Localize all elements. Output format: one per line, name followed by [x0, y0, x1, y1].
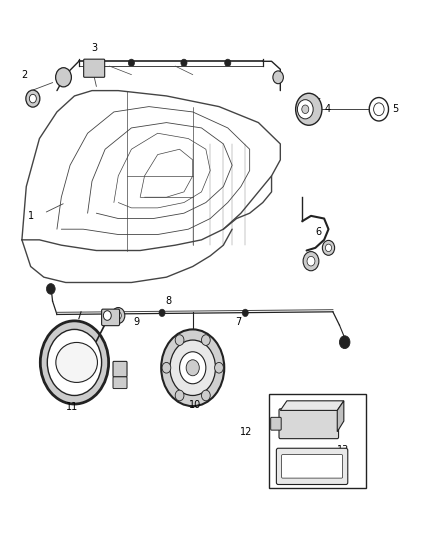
FancyBboxPatch shape [279, 409, 339, 439]
Circle shape [186, 360, 199, 376]
Circle shape [112, 308, 125, 324]
Text: 10: 10 [189, 400, 201, 410]
Circle shape [115, 312, 121, 319]
Bar [269, 394, 366, 488]
Circle shape [159, 309, 165, 317]
FancyBboxPatch shape [84, 59, 105, 77]
Circle shape [374, 103, 384, 116]
Circle shape [242, 309, 248, 317]
Polygon shape [280, 401, 344, 410]
Circle shape [181, 59, 187, 67]
Text: 12: 12 [240, 427, 252, 437]
FancyBboxPatch shape [113, 361, 127, 377]
Text: 1: 1 [28, 211, 34, 221]
Circle shape [87, 64, 94, 72]
Circle shape [296, 93, 322, 125]
Text: 2: 2 [21, 70, 27, 80]
Circle shape [307, 256, 315, 266]
Circle shape [225, 59, 231, 67]
Circle shape [201, 390, 210, 401]
Circle shape [128, 59, 134, 67]
Text: 6: 6 [315, 227, 321, 237]
Text: 11: 11 [66, 402, 78, 413]
Circle shape [297, 100, 313, 119]
Circle shape [303, 252, 319, 271]
Text: 9: 9 [134, 318, 140, 327]
Circle shape [103, 311, 111, 320]
FancyBboxPatch shape [113, 377, 127, 389]
Polygon shape [337, 401, 344, 432]
Text: 14: 14 [337, 470, 350, 479]
Circle shape [29, 94, 36, 103]
Circle shape [325, 244, 332, 252]
Circle shape [161, 329, 224, 406]
Circle shape [369, 98, 389, 121]
Text: 5: 5 [392, 104, 398, 114]
Circle shape [175, 390, 184, 401]
Circle shape [56, 68, 71, 87]
Text: 4: 4 [324, 104, 330, 114]
Circle shape [322, 240, 335, 255]
Circle shape [201, 335, 210, 345]
Text: 13: 13 [337, 446, 350, 455]
Text: 7: 7 [236, 318, 242, 327]
Circle shape [302, 105, 309, 114]
Circle shape [162, 362, 171, 373]
Text: 3: 3 [91, 43, 97, 53]
Circle shape [339, 336, 350, 349]
FancyBboxPatch shape [271, 417, 281, 430]
Circle shape [40, 321, 109, 404]
FancyBboxPatch shape [102, 309, 120, 326]
Circle shape [175, 335, 184, 345]
Circle shape [47, 329, 102, 395]
Circle shape [170, 340, 215, 395]
Circle shape [273, 71, 283, 84]
Circle shape [215, 362, 223, 373]
Circle shape [180, 352, 206, 384]
Circle shape [26, 90, 40, 107]
FancyBboxPatch shape [282, 455, 343, 478]
Ellipse shape [56, 342, 98, 383]
FancyBboxPatch shape [276, 448, 348, 484]
Text: 8: 8 [166, 296, 172, 306]
Circle shape [46, 284, 55, 294]
